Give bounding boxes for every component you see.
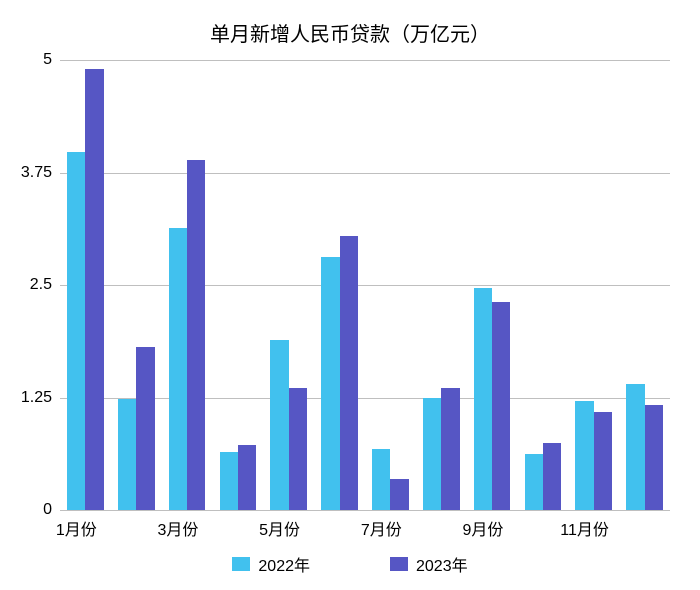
y-tick-label: 1.25	[21, 389, 60, 407]
bar	[543, 443, 561, 510]
plot-area: 01.252.53.7551月份3月份5月份7月份9月份11月份	[60, 60, 670, 510]
x-tick-label: 7月份	[361, 510, 402, 540]
legend-swatch	[390, 557, 408, 571]
chart-container: 单月新增人民币贷款（万亿元） 01.252.53.7551月份3月份5月份7月份…	[0, 0, 700, 590]
bar	[594, 412, 612, 510]
bar	[372, 449, 390, 510]
bar	[67, 152, 85, 510]
bar	[340, 236, 358, 511]
gridline	[60, 60, 670, 61]
bar	[136, 347, 154, 510]
bar	[423, 398, 441, 511]
bar	[238, 445, 256, 510]
bar	[169, 228, 187, 510]
x-tick-label: 1月份	[56, 510, 97, 540]
x-tick-label: 9月份	[462, 510, 503, 540]
bar	[575, 401, 593, 510]
legend-label: 2023年	[416, 552, 468, 576]
y-tick-label: 3.75	[21, 164, 60, 182]
legend-swatch	[232, 557, 250, 571]
bar	[289, 388, 307, 510]
bar	[645, 405, 663, 510]
bar	[85, 69, 103, 510]
bar	[492, 302, 510, 510]
x-tick-label: 5月份	[259, 510, 300, 540]
legend-item: 2022年	[232, 552, 310, 576]
bar	[441, 388, 459, 510]
bar	[321, 257, 339, 510]
legend-item: 2023年	[390, 552, 468, 576]
bar	[626, 384, 644, 510]
bar	[390, 479, 408, 511]
x-tick-label: 3月份	[157, 510, 198, 540]
bar	[118, 399, 136, 510]
bar	[525, 454, 543, 510]
bar	[220, 452, 238, 511]
gridline	[60, 285, 670, 286]
x-tick-label: 11月份	[560, 510, 609, 540]
y-tick-label: 2.5	[30, 276, 60, 294]
bar	[270, 340, 288, 510]
bar	[187, 160, 205, 510]
legend: 2022年 2023年	[0, 552, 700, 576]
bar	[474, 288, 492, 510]
y-tick-label: 5	[43, 51, 60, 69]
legend-label: 2022年	[258, 552, 310, 576]
chart-title: 单月新增人民币贷款（万亿元）	[0, 18, 700, 47]
gridline	[60, 173, 670, 174]
